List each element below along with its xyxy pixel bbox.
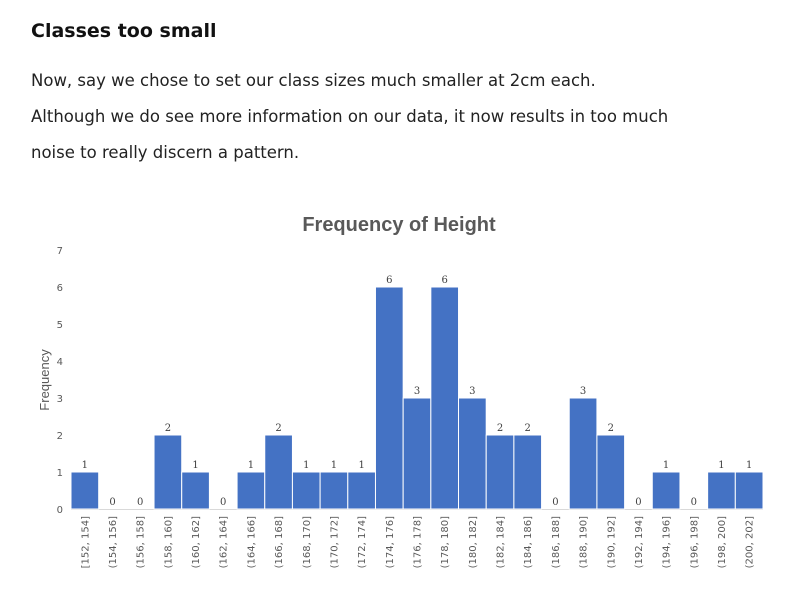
y-tick-label: 7 [57,246,63,257]
x-tick-label: [152, 154] [80,516,91,568]
data-label: 1 [746,460,752,471]
histogram-bar [430,286,460,510]
x-tick-label: (188, 190] [579,516,590,568]
histogram-bar [347,471,376,510]
y-axis-label: Frequency [37,349,52,411]
histogram-bar [402,397,432,510]
y-tick-label: 2 [57,431,63,442]
data-label: 1 [192,460,198,471]
x-tick-label: (194, 196] [662,516,673,568]
x-tick-label: (164, 166] [246,516,257,568]
histogram-bar [374,286,404,510]
data-label: 1 [358,460,364,471]
histogram-bar [153,434,183,510]
x-tick-label: (168, 170] [302,516,313,568]
x-tick-label: (180, 182] [468,516,479,568]
x-tick-label: (190, 192] [606,516,617,568]
y-tick-label: 6 [57,283,63,294]
data-label: 3 [469,386,475,397]
data-label: 0 [137,497,143,508]
histogram-bar [651,471,681,510]
bars-group [70,286,764,510]
y-tick-label: 4 [57,357,63,368]
data-label: 1 [718,460,724,471]
x-tick-label: (166, 168] [274,516,285,568]
histogram-bar [458,397,487,510]
section-heading: Classes too small [31,20,217,42]
x-tick-label: (170, 172] [329,516,340,568]
histogram-bar [513,434,543,510]
x-tick-label: (178, 180] [440,516,451,568]
data-label: 0 [552,497,558,508]
data-label: 2 [525,423,531,434]
x-tick-label: (158, 160] [163,516,174,568]
x-tick-label: (182, 184] [496,516,507,568]
x-tick-label: (154, 156] [108,516,119,568]
histogram-bar [181,471,210,510]
y-axis-ticks: 0 1 2 3 4 5 6 7 [57,246,63,516]
histogram-bar [319,471,349,510]
histogram-bar [707,471,736,510]
x-axis-ticks: [152, 154] (154, 156] (156, 158] (158, 160]… [80,516,755,568]
x-tick-label: (160, 162] [191,516,202,568]
data-label: 1 [82,460,88,471]
data-label: 6 [386,275,392,286]
histogram-bar [485,434,515,510]
histogram-bar [291,471,321,510]
data-label: 2 [497,423,503,434]
data-label: 1 [248,460,254,471]
histogram-bar [70,471,100,510]
histogram-bar [734,471,764,510]
chart-title: Frequency of Height [302,214,496,236]
data-label: 2 [165,423,171,434]
x-tick-label: (186, 188] [551,516,562,568]
y-tick-label: 1 [57,468,63,479]
data-label: 0 [635,497,641,508]
paragraph-line-1: Now, say we chose to set our class sizes… [31,71,596,90]
x-tick-label: (176, 178] [413,516,424,568]
data-label: 0 [109,497,115,508]
x-tick-label: (172, 174] [357,516,368,568]
data-label: 2 [275,423,281,434]
data-label: 3 [580,386,586,397]
x-tick-label: (184, 186] [523,516,534,568]
x-tick-label: (198, 200] [717,516,728,568]
x-tick-label: (156, 158] [136,516,147,568]
paragraph-line-3: noise to really discern a pattern. [31,143,300,162]
y-tick-label: 3 [57,394,63,405]
data-label: 0 [220,497,226,508]
data-labels-group: 1 0 0 2 1 0 1 2 1 1 1 6 3 6 3 2 2 0 3 2 0 1 0 1 1 [82,275,753,508]
histogram-bar [568,397,598,510]
x-tick-label: (162, 164] [219,516,230,568]
paragraph-line-2: Although we do see more information on o… [31,107,669,126]
x-tick-label: (192, 194] [634,516,645,568]
data-label: 0 [691,497,697,508]
histogram-bar [236,471,266,510]
data-label: 2 [608,423,614,434]
data-label: 1 [663,460,669,471]
x-tick-label: (200, 202] [745,516,756,568]
data-label: 1 [303,460,309,471]
histogram-bar [596,434,626,510]
x-tick-label: (196, 198] [689,516,700,568]
y-tick-label: 5 [57,320,63,331]
histogram-bar [264,434,293,510]
x-tick-label: (174, 176] [385,516,396,568]
y-tick-label: 0 [57,505,63,516]
data-label: 3 [414,386,420,397]
data-label: 6 [441,275,447,286]
data-label: 1 [331,460,337,471]
